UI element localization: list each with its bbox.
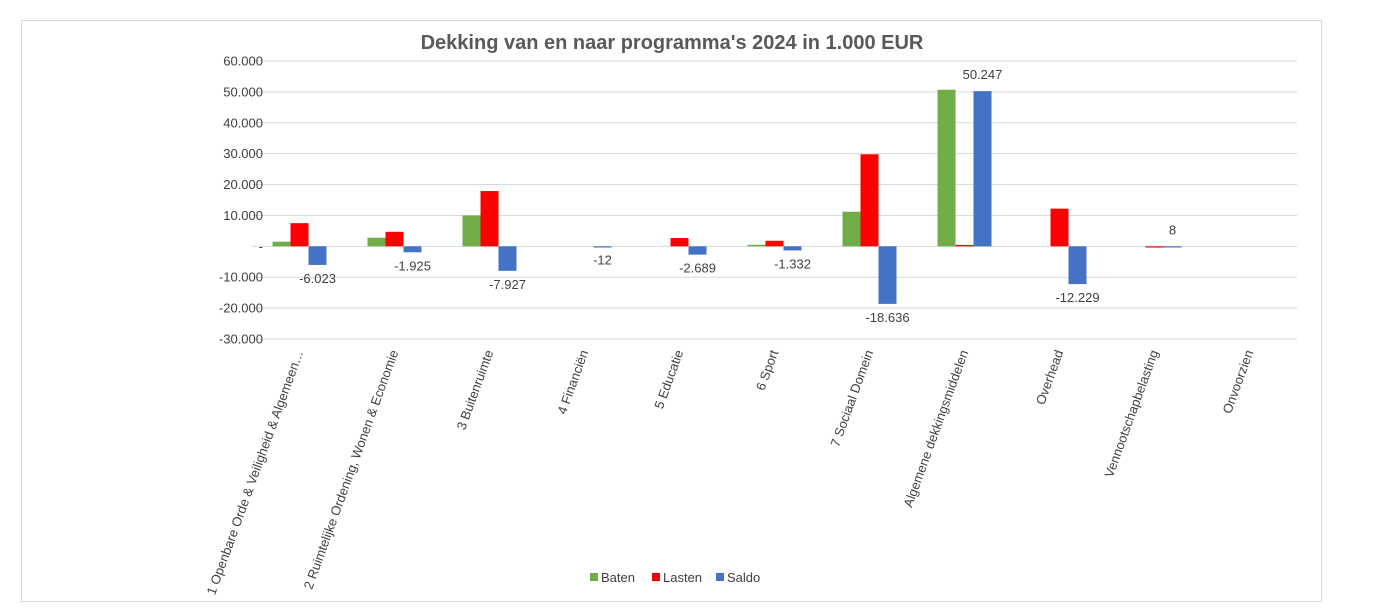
- bar-baten: [937, 89, 956, 247]
- data-label: -2.689: [679, 261, 716, 276]
- data-label: -1.332: [774, 256, 811, 271]
- y-tick-label: -30.000: [219, 332, 263, 347]
- data-labels: -6.023 -1.925 -7.927 -12 -2.689 -1.332 -18.636…: [299, 67, 1176, 325]
- data-label: -7.927: [489, 277, 526, 292]
- y-tick-label: 30.000: [223, 146, 263, 161]
- legend-swatch-baten: [590, 573, 598, 581]
- y-tick-label: 10.000: [223, 208, 263, 223]
- y-tick-label: -20.000: [219, 301, 263, 316]
- x-tick-label: 2 Ruimtelijke Ordening, Wonen & Economie: [301, 348, 402, 591]
- chart-title: Dekking van en naar programma's 2024 in …: [421, 32, 924, 54]
- bar-lasten: [385, 231, 404, 247]
- bar-saldo: [308, 246, 327, 265]
- data-label: -12.229: [1055, 290, 1099, 305]
- y-tick-label: -: [259, 239, 263, 254]
- data-label: -1.925: [394, 258, 431, 273]
- bar-lasten: [290, 223, 309, 247]
- bar-lasten: [670, 237, 689, 247]
- bar-lasten: [1050, 208, 1069, 247]
- bars: [272, 89, 1182, 304]
- bar-baten: [272, 241, 291, 247]
- x-axis-ticks: 1 Openbare Orde & Veiligheid & Algemeen……: [203, 348, 1256, 597]
- legend-swatch-lasten: [652, 573, 660, 581]
- legend-swatch-saldo: [716, 573, 724, 581]
- bar-chart: Dekking van en naar programma's 2024 in …: [203, 32, 1297, 597]
- legend-label: Baten: [601, 570, 635, 585]
- bar-saldo: [783, 246, 802, 251]
- legend: Baten Lasten Saldo: [590, 570, 760, 585]
- bar-baten: [462, 215, 481, 247]
- gridlines: [252, 60, 1297, 340]
- legend-label: Lasten: [663, 570, 702, 585]
- data-label: 8: [1169, 222, 1176, 237]
- bar-baten: [747, 244, 766, 247]
- y-tick-label: 60.000: [223, 54, 263, 69]
- bar-saldo: [878, 246, 897, 304]
- x-tick-label: Onvoorzien: [1219, 348, 1256, 416]
- chart-frame: Dekking van en naar programma's 2024 in …: [21, 20, 1322, 602]
- legend-label: Saldo: [727, 570, 760, 585]
- x-tick-label: 7 Sociaal Domein: [827, 348, 876, 449]
- y-tick-label: 50.000: [223, 84, 263, 99]
- bar-saldo: [593, 246, 612, 248]
- data-label: 50.247: [963, 67, 1003, 82]
- data-label: -6.023: [299, 271, 336, 286]
- x-tick-label: 1 Openbare Orde & Veiligheid & Algemeen…: [203, 348, 306, 597]
- data-label: -12: [593, 252, 612, 267]
- x-tick-label: 4 Financiën: [554, 348, 591, 416]
- bar-saldo: [688, 246, 707, 255]
- x-tick-label: 3 Buitenruimte: [454, 348, 497, 432]
- bar-saldo: [403, 246, 422, 253]
- x-tick-label: Algemene dekkingsmiddelen: [900, 348, 971, 509]
- y-tick-label: 20.000: [223, 177, 263, 192]
- bar-saldo: [498, 246, 517, 271]
- bar-lasten: [860, 154, 879, 247]
- y-tick-label: 40.000: [223, 115, 263, 130]
- bar-lasten: [1145, 246, 1164, 248]
- x-tick-label: 6 Sport: [753, 348, 782, 393]
- x-tick-label: Overhead: [1033, 348, 1067, 407]
- bar-saldo: [1163, 246, 1182, 248]
- data-label: -18.636: [865, 310, 909, 325]
- x-tick-label: 5 Educatie: [651, 348, 686, 411]
- x-tick-label: Vennootschapbelasting: [1101, 348, 1161, 479]
- bar-baten: [367, 237, 386, 247]
- bar-lasten: [765, 240, 784, 247]
- bar-lasten: [955, 244, 974, 247]
- y-tick-label: -10.000: [219, 270, 263, 285]
- y-axis-ticks: 60.000 50.000 40.000 30.000 20.000 10.000 - -10…: [219, 54, 263, 347]
- bar-lasten: [480, 191, 499, 247]
- bar-saldo: [973, 91, 992, 247]
- bar-baten: [842, 211, 861, 247]
- bar-saldo: [1068, 246, 1087, 285]
